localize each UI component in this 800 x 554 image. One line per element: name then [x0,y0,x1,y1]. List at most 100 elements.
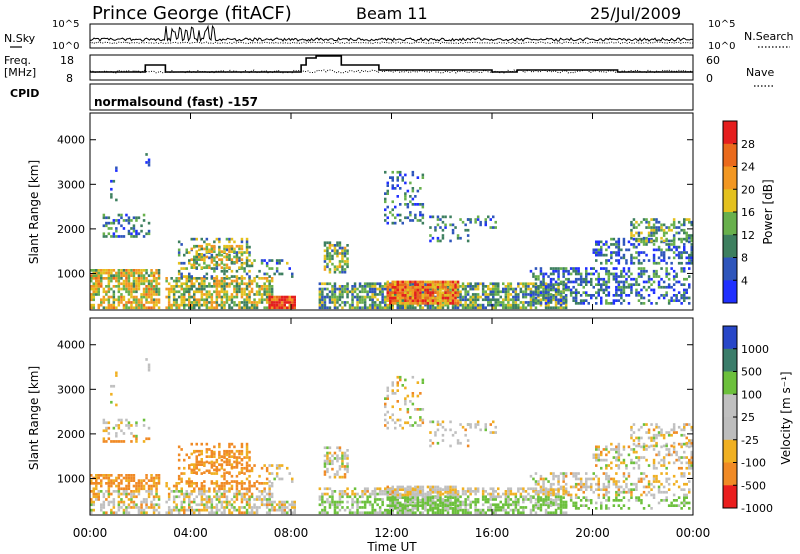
power-cell [637,234,641,237]
power-cell [112,303,116,307]
velocity-cell [338,490,342,493]
power-cell [411,296,415,300]
power-cell [381,306,384,310]
velocity-cell [102,429,106,433]
velocity-cell [449,501,452,505]
power-cell [396,184,399,187]
power-cell [660,267,663,270]
velocity-cell [180,477,183,481]
velocity-cell [338,503,342,507]
power-cell [223,303,226,307]
power-cell [389,291,392,294]
power-cell [250,261,254,265]
velocity-cell [572,485,575,489]
power-cell [404,302,407,305]
power-cell [657,245,661,249]
power-cell [630,228,633,232]
velocity-cell [582,504,585,507]
power-cell [291,298,294,302]
velocity-cell [431,490,435,494]
velocity-cell [265,477,269,481]
power-cell [597,283,600,286]
power-cell [358,298,362,302]
power-cell [228,277,231,280]
power-cell [411,187,415,190]
velocity-cell [248,480,251,483]
velocity-cell [552,490,555,494]
velocity-cell [125,424,128,427]
power-cell [218,251,221,254]
power-cell [331,249,334,253]
power-cell [225,277,229,280]
power-cell [630,291,633,294]
power-cell [278,261,281,265]
velocity-cell [225,482,229,485]
power-cell [343,268,347,271]
velocity-cell [454,495,457,499]
power-cell [125,219,128,222]
power-cell [378,301,382,304]
power-cell [228,295,231,299]
power-cell [484,295,487,299]
power-cell [429,296,432,300]
velocity-cell [454,501,457,505]
power-cell [670,239,673,243]
power-cell [441,234,445,237]
velocity-cell [534,498,538,501]
power-cell [200,290,204,294]
velocity-cell [165,484,168,488]
power-cell [341,295,344,299]
power-cell [409,285,412,289]
power-cell [180,277,183,280]
power-cell [265,261,269,265]
power-cell [524,301,528,304]
power-cell [662,228,666,232]
velocity-cell [492,508,495,512]
power-cell [172,293,176,296]
power-cell [469,295,472,299]
velocity-cell [183,498,186,501]
velocity-cell [130,432,133,435]
power-cell [200,285,204,288]
velocity-cell [454,508,457,512]
power-cell [419,211,422,214]
power-cell [152,298,156,302]
power-cell [351,290,354,294]
velocity-cell [363,511,367,515]
power-cell [590,283,593,286]
power-cell [318,306,322,310]
velocity-cell [396,488,399,491]
power-cell [386,303,389,307]
power-cell [268,306,271,310]
power-cell [675,280,678,284]
power-cell [406,283,410,286]
power-cell [431,296,435,300]
power-cell [193,282,196,286]
power-cell [384,192,387,195]
velocity-cell [421,421,425,425]
power-cell [195,290,198,294]
velocity-cell [474,500,477,504]
velocity-cell [142,424,146,427]
power-cell [434,285,437,289]
power-cell [188,275,191,278]
velocity-cell [373,511,377,515]
power-cell [110,221,113,225]
velocity-cell [127,474,131,477]
power-cell [235,293,239,296]
velocity-cell [208,448,211,451]
power-cell [391,184,394,187]
power-cell [396,176,399,179]
power-cell [409,282,412,286]
power-cell [341,254,344,258]
power-cell [494,290,497,294]
velocity-cell [358,495,362,499]
power-cell [142,219,146,222]
power-cell [667,256,671,260]
velocity-cell [240,500,244,504]
power-cell [424,296,427,300]
power-cell [358,285,362,288]
power-cell [685,288,688,292]
power-cell [688,234,691,237]
power-cell [333,298,337,302]
